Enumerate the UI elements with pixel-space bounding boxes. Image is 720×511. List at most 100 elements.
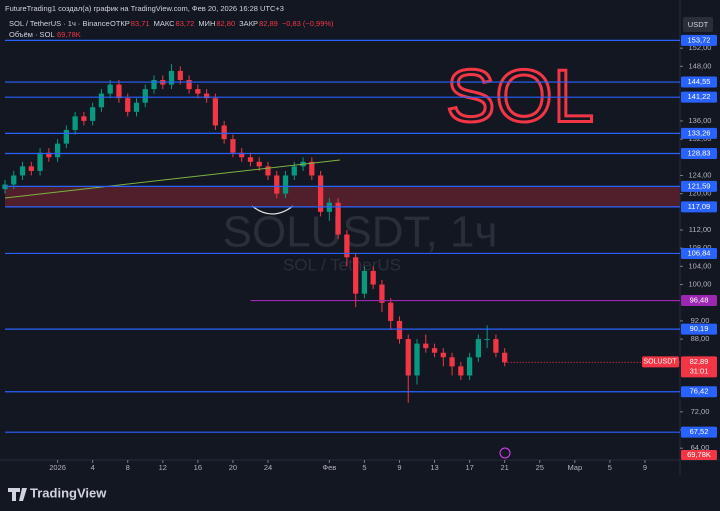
level-label-box bbox=[681, 148, 717, 159]
candle-body bbox=[344, 234, 350, 258]
author: FutureTrading1 создал(а) график на Tradi… bbox=[5, 4, 284, 13]
y-tick-label: 72,00 bbox=[691, 407, 710, 416]
level-label-box bbox=[681, 323, 717, 335]
level-label-box bbox=[681, 91, 717, 103]
x-tick-label: 9 bbox=[643, 463, 647, 472]
candle-body bbox=[239, 152, 245, 158]
last-name-box bbox=[642, 356, 679, 368]
candle-body bbox=[274, 175, 280, 194]
candle-body bbox=[291, 166, 297, 176]
candle-body bbox=[405, 339, 411, 376]
symbol: SOL / TetherUS · 1ч · Binance bbox=[9, 19, 110, 28]
candle-body bbox=[502, 352, 508, 363]
candle-body bbox=[361, 270, 368, 294]
y-tick-label: 108,00 bbox=[689, 243, 712, 252]
candle-body bbox=[203, 93, 210, 99]
x-tick-label: 4 bbox=[91, 463, 95, 472]
level-label: 106,84 bbox=[688, 248, 711, 257]
candle-body bbox=[396, 320, 403, 340]
level-label: 90,19 bbox=[690, 324, 709, 333]
candle-body bbox=[449, 357, 455, 367]
level-label: 153,72 bbox=[688, 35, 711, 44]
level-label-box bbox=[681, 180, 717, 192]
candle-body bbox=[186, 80, 192, 90]
last-name: SOLUSDT bbox=[643, 359, 677, 366]
stat-value: 82,80 bbox=[216, 19, 235, 28]
candle-body bbox=[423, 343, 429, 349]
candle-body bbox=[317, 175, 324, 212]
candle-body bbox=[28, 166, 34, 171]
plot: SOLUSDT, 1ч SOL / TetherUS bbox=[2, 64, 680, 403]
candle-body bbox=[37, 152, 43, 171]
candle-body bbox=[230, 139, 236, 153]
candle-body bbox=[151, 80, 157, 90]
candle-body bbox=[493, 339, 499, 353]
level-label: 128,83 bbox=[688, 148, 711, 157]
candle-body bbox=[98, 93, 105, 108]
arc-drawing bbox=[251, 205, 294, 215]
candle-body bbox=[125, 98, 131, 112]
level-label: 141,22 bbox=[688, 92, 711, 101]
candle-body bbox=[256, 161, 262, 167]
candle-body bbox=[440, 352, 446, 358]
last-price-box bbox=[681, 356, 717, 378]
candle-body bbox=[63, 130, 69, 144]
footer bbox=[0, 476, 720, 511]
candle-body bbox=[168, 70, 175, 85]
watermark-name: SOL / TetherUS bbox=[283, 255, 401, 274]
y-tick-label: 152,00 bbox=[689, 43, 712, 52]
stat-value: 83,71 bbox=[131, 19, 150, 28]
change: −0,83 (−0,99%) bbox=[282, 19, 334, 28]
level-label-box bbox=[681, 76, 717, 88]
level-label: 96,48 bbox=[690, 296, 709, 305]
volume-axis-label: 69,78K bbox=[687, 450, 711, 459]
x-tick-label: 24 bbox=[264, 463, 272, 472]
level-label-box bbox=[681, 201, 717, 213]
x-tick-label: 16 bbox=[194, 463, 202, 472]
candle-body bbox=[19, 166, 26, 176]
level-label-box bbox=[681, 295, 717, 307]
candle-body bbox=[90, 107, 96, 121]
y-tick-label: 92,00 bbox=[691, 316, 710, 325]
candle-body bbox=[458, 366, 464, 376]
level-label: 67,52 bbox=[690, 427, 709, 436]
candle-body bbox=[379, 284, 385, 303]
candle-body bbox=[335, 202, 341, 235]
countdown: 31:01 bbox=[690, 366, 709, 375]
candle-body bbox=[475, 339, 482, 358]
y-tick-label: 148,00 bbox=[689, 61, 712, 70]
last-price: 82,89 bbox=[690, 357, 709, 366]
x-tick-label: 12 bbox=[159, 463, 167, 472]
candle-body bbox=[353, 257, 359, 294]
stat-value: 83,72 bbox=[176, 19, 195, 28]
candle-body bbox=[212, 98, 219, 126]
trend-line bbox=[4, 159, 341, 199]
candle-body bbox=[431, 348, 438, 353]
level-label-box bbox=[681, 426, 717, 438]
candle-body bbox=[142, 89, 148, 103]
legend: SOL / TetherUS · 1ч · Binance Объём · SO… bbox=[9, 19, 110, 39]
candle-body bbox=[54, 143, 61, 158]
x-tick-label: 20 bbox=[229, 463, 237, 472]
candle-body bbox=[72, 116, 78, 130]
stat-label: ЗАКР bbox=[239, 19, 258, 28]
x-tick-label: 2026 bbox=[49, 463, 66, 472]
candle-body bbox=[414, 343, 420, 376]
candle-body bbox=[81, 116, 87, 121]
candle-body bbox=[221, 125, 227, 140]
x-tick-label: 9 bbox=[397, 463, 401, 472]
candle-body bbox=[247, 157, 254, 162]
stat-label: МИН bbox=[198, 19, 215, 28]
event-icon bbox=[499, 447, 511, 459]
x-tick-label: 5 bbox=[362, 463, 366, 472]
candle-body bbox=[177, 70, 183, 80]
candle-body bbox=[11, 175, 17, 185]
candle-body bbox=[116, 84, 122, 99]
x-tick-label: 13 bbox=[430, 463, 438, 472]
y-tick-label: 124,00 bbox=[689, 170, 712, 179]
y-tick-label: 100,00 bbox=[689, 280, 712, 289]
candle-body bbox=[46, 152, 52, 158]
stat-label: МАКС bbox=[154, 19, 176, 28]
candle-body bbox=[133, 102, 140, 112]
